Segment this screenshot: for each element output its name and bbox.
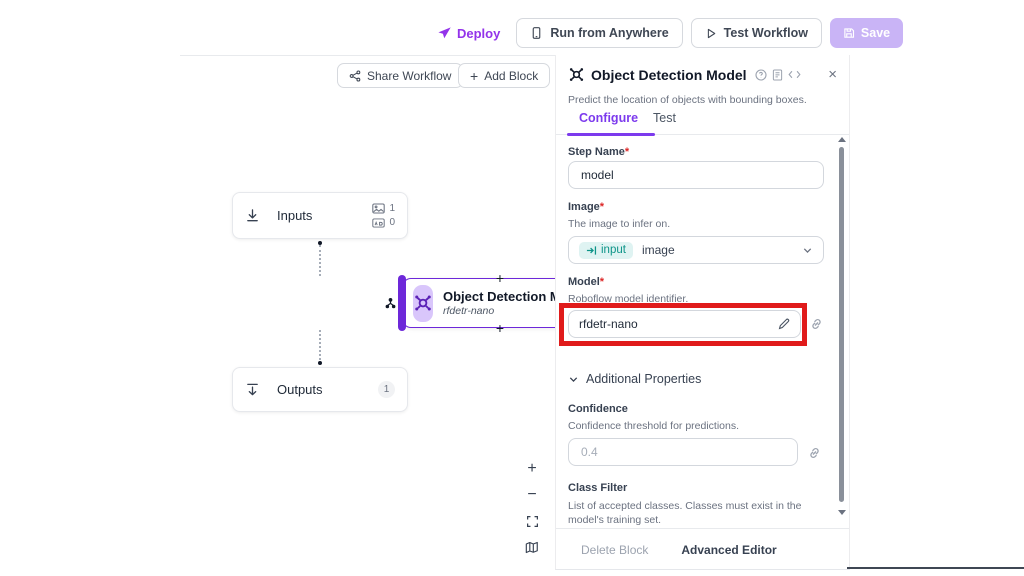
plus-icon: + xyxy=(470,67,479,84)
inputs-download-icon xyxy=(247,209,258,222)
outputs-icon xyxy=(247,383,258,396)
edge-inputs-model xyxy=(319,245,321,276)
play-icon xyxy=(707,28,715,38)
topbar-divider xyxy=(180,55,848,56)
step-name-input[interactable] xyxy=(568,161,824,189)
link-confidence-icon[interactable] xyxy=(806,445,823,461)
tab-test[interactable]: Test xyxy=(653,111,676,125)
tab-configure[interactable]: Configure xyxy=(579,111,639,125)
zoom-in-button[interactable]: + xyxy=(521,459,543,479)
branch-handle-left-icon[interactable] xyxy=(385,297,396,310)
panel-description: Predict the location of objects with bou… xyxy=(568,94,807,106)
panel-header: Object Detection Model × xyxy=(568,66,837,83)
image-icon xyxy=(372,203,386,214)
step-name-label: Step Name* xyxy=(568,146,630,158)
panel-scrollbar[interactable] xyxy=(838,137,846,515)
additional-properties-label: Additional Properties xyxy=(586,372,702,386)
outputs-node[interactable]: Outputs 1 xyxy=(232,367,408,412)
image-description: The image to infer on. xyxy=(568,218,671,230)
docs-icon[interactable] xyxy=(772,68,783,81)
object-detection-icon xyxy=(569,68,584,81)
object-detection-icon xyxy=(413,284,433,322)
link-model-icon[interactable] xyxy=(808,316,825,332)
help-icon[interactable] xyxy=(755,68,767,81)
scroll-down-arrow[interactable] xyxy=(838,510,846,515)
minimap-button[interactable] xyxy=(521,537,543,557)
topbar: Deploy Run from Anywhere Test Workflow S… xyxy=(430,18,904,48)
mobile-device-icon xyxy=(533,27,541,39)
scroll-up-arrow[interactable] xyxy=(838,137,846,142)
deploy-icon xyxy=(438,27,451,39)
model-id-value: rfdetr-nano xyxy=(579,317,638,331)
confidence-label: Confidence xyxy=(568,403,628,415)
code-icon[interactable] xyxy=(788,69,801,80)
fit-view-button[interactable] xyxy=(521,511,543,531)
chevron-down-icon xyxy=(803,247,812,253)
object-detection-model-node[interactable]: + + Object Detection Model rfdetr-nano xyxy=(385,271,615,335)
share-workflow-button[interactable]: Share Workflow xyxy=(337,63,464,88)
save-button[interactable]: Save xyxy=(829,18,904,48)
outputs-count-badge: 1 xyxy=(378,381,395,398)
arrow-into-bracket-icon xyxy=(586,245,597,255)
run-from-anywhere-label: Run from Anywhere xyxy=(550,26,669,40)
test-workflow-button[interactable]: Test Workflow xyxy=(690,18,822,48)
fit-view-icon xyxy=(526,515,538,527)
workflow-canvas[interactable]: Share Workflow + Add Block Inputs 1 0 xyxy=(180,56,615,576)
confidence-input[interactable] xyxy=(568,438,798,466)
save-label: Save xyxy=(860,26,891,40)
class-filter-description: List of accepted classes. Classes must e… xyxy=(568,500,802,527)
confidence-description: Confidence threshold for predictions. xyxy=(568,420,740,432)
model-node-title: Object Detection Model xyxy=(443,289,588,304)
parameters-icon xyxy=(372,217,386,228)
edge-model-outputs xyxy=(319,330,321,360)
panel-footer: Delete Block Advanced Editor xyxy=(556,528,849,570)
share-workflow-label: Share Workflow xyxy=(367,68,452,83)
model-label: Model* xyxy=(568,276,605,288)
input-source-badge: input xyxy=(579,241,633,259)
map-icon xyxy=(525,541,538,553)
deploy-button[interactable]: Deploy xyxy=(430,26,508,41)
image-select-value: image xyxy=(641,243,675,257)
block-config-panel: Object Detection Model × Predict the loc… xyxy=(555,55,850,570)
add-step-above-button[interactable]: + xyxy=(495,270,505,286)
active-tab-indicator xyxy=(567,133,655,136)
inputs-output-handle xyxy=(318,241,322,245)
node-selection-bar-left xyxy=(398,275,406,331)
bottom-edge-line xyxy=(847,567,1024,569)
chevron-down-icon xyxy=(569,376,578,382)
outputs-input-handle xyxy=(318,361,322,365)
image-label: Image* xyxy=(568,201,605,213)
add-block-label: Add Block xyxy=(484,68,539,83)
delete-block-button[interactable]: Delete Block xyxy=(581,542,649,557)
scrollbar-thumb[interactable] xyxy=(839,147,844,502)
add-block-button[interactable]: + Add Block xyxy=(458,63,551,88)
test-workflow-label: Test Workflow xyxy=(723,26,808,40)
add-step-below-button[interactable]: + xyxy=(495,320,505,336)
panel-tabs: Configure Test xyxy=(556,111,849,136)
inputs-param-count: 0 xyxy=(389,217,395,228)
deploy-label: Deploy xyxy=(457,25,501,41)
panel-title: Object Detection Model xyxy=(591,66,747,83)
outputs-node-label: Outputs xyxy=(277,382,323,397)
class-filter-label: Class Filter xyxy=(568,482,628,494)
save-icon xyxy=(844,28,854,38)
inputs-node[interactable]: Inputs 1 0 xyxy=(232,192,408,239)
close-panel-button[interactable]: × xyxy=(828,65,837,83)
run-from-anywhere-button[interactable]: Run from Anywhere xyxy=(516,18,683,48)
share-icon xyxy=(349,69,361,82)
model-id-input[interactable]: rfdetr-nano xyxy=(568,310,801,338)
inputs-node-label: Inputs xyxy=(277,208,313,223)
zoom-out-button[interactable]: − xyxy=(521,485,543,505)
inputs-node-badges: 1 0 xyxy=(372,203,395,228)
image-select[interactable]: input image xyxy=(568,236,824,264)
canvas-controls: + − xyxy=(521,459,543,557)
model-node-subtitle: rfdetr-nano xyxy=(443,305,495,317)
inputs-image-count: 1 xyxy=(389,203,395,214)
advanced-editor-button[interactable]: Advanced Editor xyxy=(681,542,777,557)
additional-properties-toggle[interactable]: Additional Properties xyxy=(568,372,701,386)
model-description: Roboflow model identifier. xyxy=(568,293,689,305)
edit-pencil-icon[interactable] xyxy=(778,318,790,330)
